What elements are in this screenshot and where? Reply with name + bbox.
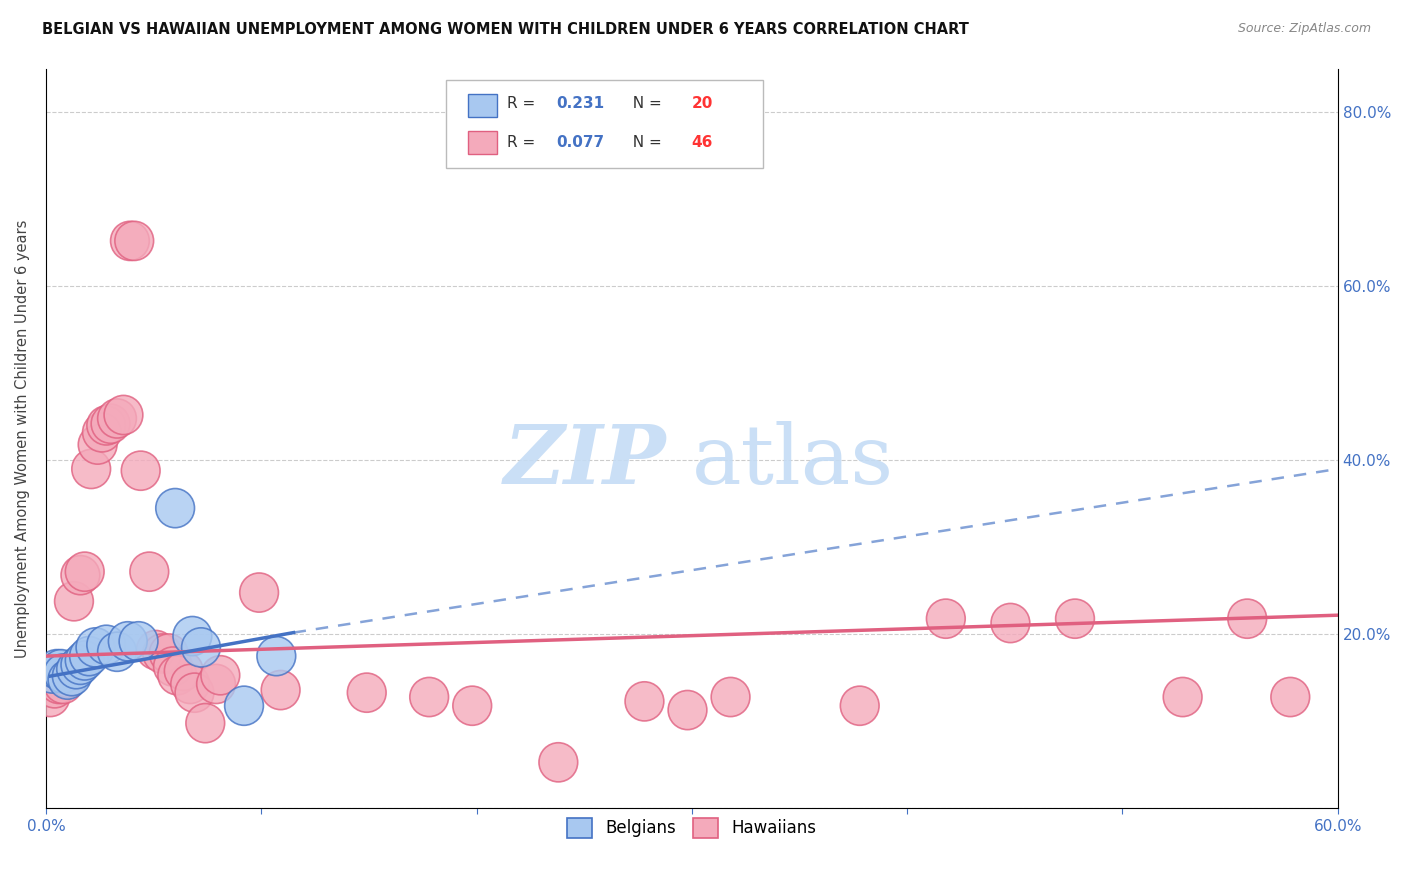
Ellipse shape	[173, 616, 212, 656]
Ellipse shape	[1227, 599, 1267, 639]
Ellipse shape	[143, 634, 181, 673]
Ellipse shape	[104, 395, 143, 434]
Ellipse shape	[225, 686, 263, 725]
Ellipse shape	[48, 660, 87, 699]
Ellipse shape	[668, 690, 707, 730]
Ellipse shape	[626, 681, 664, 721]
Ellipse shape	[201, 656, 239, 695]
Ellipse shape	[52, 657, 91, 696]
Ellipse shape	[48, 658, 87, 698]
Ellipse shape	[70, 637, 108, 676]
Ellipse shape	[111, 221, 149, 260]
Bar	[468, 95, 496, 117]
Ellipse shape	[176, 673, 214, 712]
Ellipse shape	[239, 573, 278, 612]
Ellipse shape	[841, 686, 879, 725]
Ellipse shape	[76, 628, 115, 667]
Text: 46: 46	[692, 135, 713, 150]
Y-axis label: Unemployment Among Women with Children Under 6 years: Unemployment Among Women with Children U…	[15, 219, 30, 657]
Ellipse shape	[97, 399, 136, 438]
Ellipse shape	[97, 632, 136, 672]
Text: 0.231: 0.231	[557, 95, 605, 111]
Ellipse shape	[55, 582, 93, 621]
Text: 20: 20	[692, 95, 713, 111]
Ellipse shape	[197, 665, 235, 704]
Ellipse shape	[120, 622, 157, 661]
Ellipse shape	[31, 677, 70, 716]
Text: N =: N =	[623, 135, 666, 150]
Ellipse shape	[65, 640, 104, 680]
Ellipse shape	[44, 654, 83, 693]
Ellipse shape	[453, 686, 492, 725]
Ellipse shape	[262, 671, 299, 710]
Ellipse shape	[927, 599, 965, 639]
Ellipse shape	[87, 625, 125, 665]
Text: BELGIAN VS HAWAIIAN UNEMPLOYMENT AMONG WOMEN WITH CHILDREN UNDER 6 YEARS CORRELA: BELGIAN VS HAWAIIAN UNEMPLOYMENT AMONG W…	[42, 22, 969, 37]
Ellipse shape	[72, 450, 111, 489]
Ellipse shape	[42, 649, 80, 689]
Ellipse shape	[34, 654, 72, 693]
Bar	[468, 131, 496, 153]
Ellipse shape	[165, 651, 202, 690]
Ellipse shape	[60, 556, 100, 595]
Text: Source: ZipAtlas.com: Source: ZipAtlas.com	[1237, 22, 1371, 36]
FancyBboxPatch shape	[446, 79, 763, 169]
Ellipse shape	[172, 665, 209, 704]
Ellipse shape	[409, 677, 449, 716]
Text: N =: N =	[623, 95, 666, 111]
Ellipse shape	[186, 704, 225, 743]
Ellipse shape	[991, 604, 1029, 642]
Ellipse shape	[538, 743, 578, 782]
Text: atlas: atlas	[692, 421, 894, 500]
Ellipse shape	[257, 637, 295, 676]
Ellipse shape	[79, 425, 117, 464]
Ellipse shape	[38, 649, 76, 689]
Ellipse shape	[44, 665, 83, 704]
Ellipse shape	[56, 649, 96, 689]
Ellipse shape	[156, 489, 194, 528]
Ellipse shape	[1163, 677, 1202, 716]
Ellipse shape	[1056, 599, 1094, 639]
Ellipse shape	[35, 669, 75, 708]
Ellipse shape	[91, 404, 129, 443]
Ellipse shape	[83, 413, 121, 452]
Ellipse shape	[136, 631, 176, 670]
Text: 0.077: 0.077	[557, 135, 605, 150]
Ellipse shape	[121, 451, 160, 491]
Ellipse shape	[149, 634, 188, 673]
Ellipse shape	[153, 647, 193, 686]
Text: R =: R =	[508, 135, 540, 150]
Ellipse shape	[87, 406, 125, 445]
Ellipse shape	[115, 221, 153, 260]
Text: R =: R =	[508, 95, 540, 111]
Ellipse shape	[108, 622, 148, 661]
Ellipse shape	[65, 552, 104, 591]
Legend: Belgians, Hawaiians: Belgians, Hawaiians	[561, 811, 823, 845]
Ellipse shape	[181, 628, 221, 667]
Ellipse shape	[129, 552, 169, 591]
Ellipse shape	[347, 673, 387, 712]
Text: ZIP: ZIP	[503, 421, 666, 500]
Ellipse shape	[60, 645, 100, 684]
Ellipse shape	[39, 665, 79, 704]
Ellipse shape	[711, 677, 749, 716]
Ellipse shape	[1271, 677, 1309, 716]
Ellipse shape	[157, 656, 197, 695]
